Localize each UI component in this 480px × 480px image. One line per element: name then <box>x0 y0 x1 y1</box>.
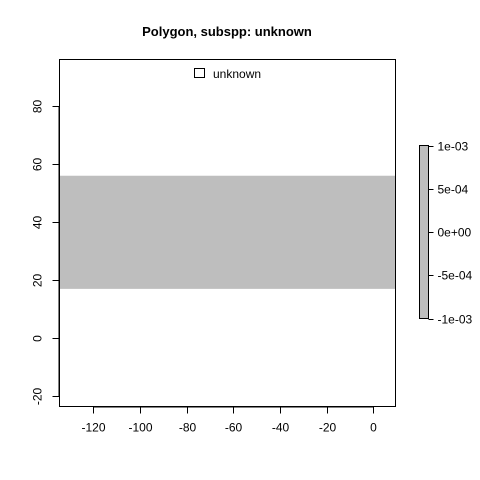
legend: unknown <box>195 67 262 81</box>
legend-swatch <box>195 69 205 78</box>
x-tick-label: -80 <box>179 421 197 435</box>
y-tick-label: -20 <box>31 388 45 406</box>
y-tick-label: 40 <box>31 216 45 230</box>
colorbar-tick-label: 1e-03 <box>438 140 469 154</box>
colorbar-tick-label: -5e-04 <box>438 269 473 283</box>
colorbar-tick-label: 5e-04 <box>438 183 469 197</box>
x-tick-label: -60 <box>225 421 243 435</box>
legend-label: unknown <box>213 67 261 81</box>
y-tick-label: 0 <box>31 335 45 342</box>
colorbar-tick-label: -1e-03 <box>438 313 473 327</box>
x-axis: -120 -100 -80 -60 -40 -20 0 <box>81 407 377 435</box>
x-tick-label: -20 <box>319 421 337 435</box>
x-tick-label: 0 <box>370 421 377 435</box>
x-tick-label: -40 <box>272 421 290 435</box>
polygon-layer <box>60 176 396 289</box>
y-tick-label: 20 <box>31 274 45 288</box>
chart-title: Polygon, subspp: unknown <box>142 24 312 39</box>
colorbar-fill <box>420 146 429 319</box>
colorbar: 1e-03 5e-04 0e+00 -5e-04 -1e-03 <box>420 140 473 327</box>
y-tick-label: 60 <box>31 158 45 172</box>
colorbar-tick-label: 0e+00 <box>438 226 472 240</box>
x-tick-label: -100 <box>128 421 152 435</box>
y-tick-label: 80 <box>31 100 45 114</box>
x-tick-label: -120 <box>81 421 105 435</box>
polygon-unknown <box>60 176 396 289</box>
y-axis: -20 0 20 40 60 80 <box>31 100 60 406</box>
